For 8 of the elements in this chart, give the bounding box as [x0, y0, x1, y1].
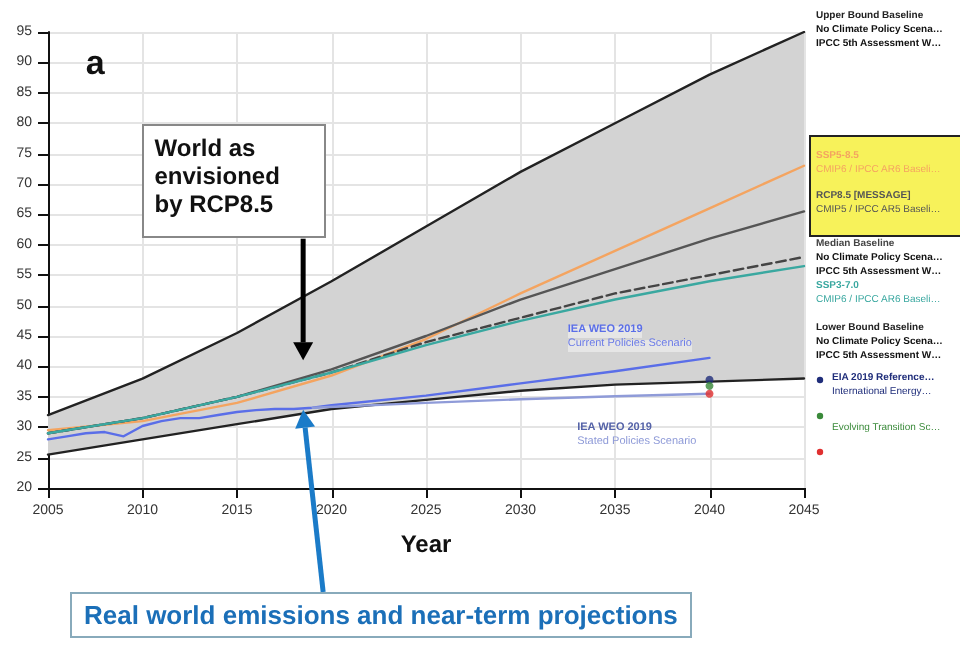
annotation: a: [85, 44, 105, 83]
line-series: [46, 164, 806, 432]
line-series: [311, 392, 711, 409]
x-axis-title: Year: [400, 530, 453, 558]
text: Real world emissions and near-term projections: [70, 592, 692, 638]
line-series: [46, 377, 806, 456]
annotation: World as envisioned by RCP8.5: [142, 123, 326, 239]
line-series: [46, 356, 711, 441]
